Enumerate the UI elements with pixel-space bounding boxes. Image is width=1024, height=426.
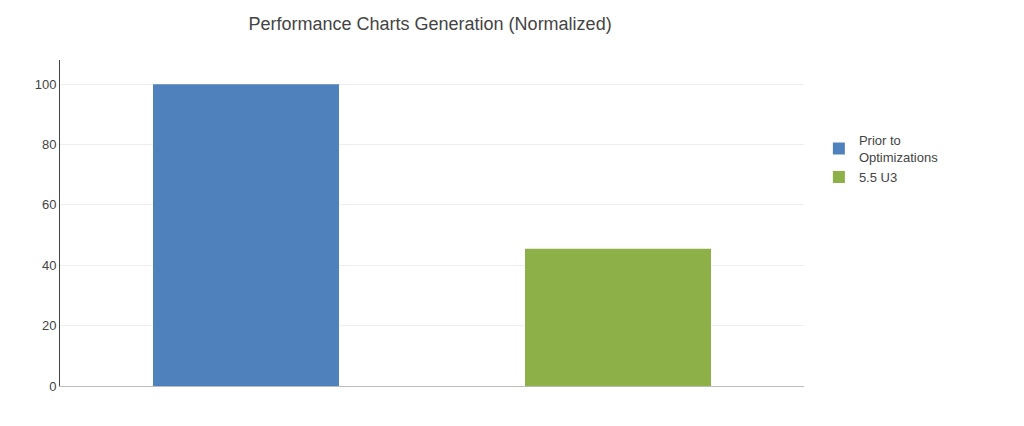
svg-text:0: 0 bbox=[49, 379, 56, 394]
svg-text:Performance Charts Generation: Performance Charts Generation (Normalize… bbox=[249, 14, 612, 34]
svg-text:80: 80 bbox=[42, 137, 56, 152]
svg-text:20: 20 bbox=[42, 318, 56, 333]
svg-text:Prior toOptimizations: Prior toOptimizations bbox=[859, 133, 938, 165]
svg-text:5.5 U3: 5.5 U3 bbox=[859, 170, 897, 185]
svg-text:40: 40 bbox=[42, 258, 56, 273]
svg-text:60: 60 bbox=[42, 197, 56, 212]
svg-text:100: 100 bbox=[35, 77, 57, 92]
